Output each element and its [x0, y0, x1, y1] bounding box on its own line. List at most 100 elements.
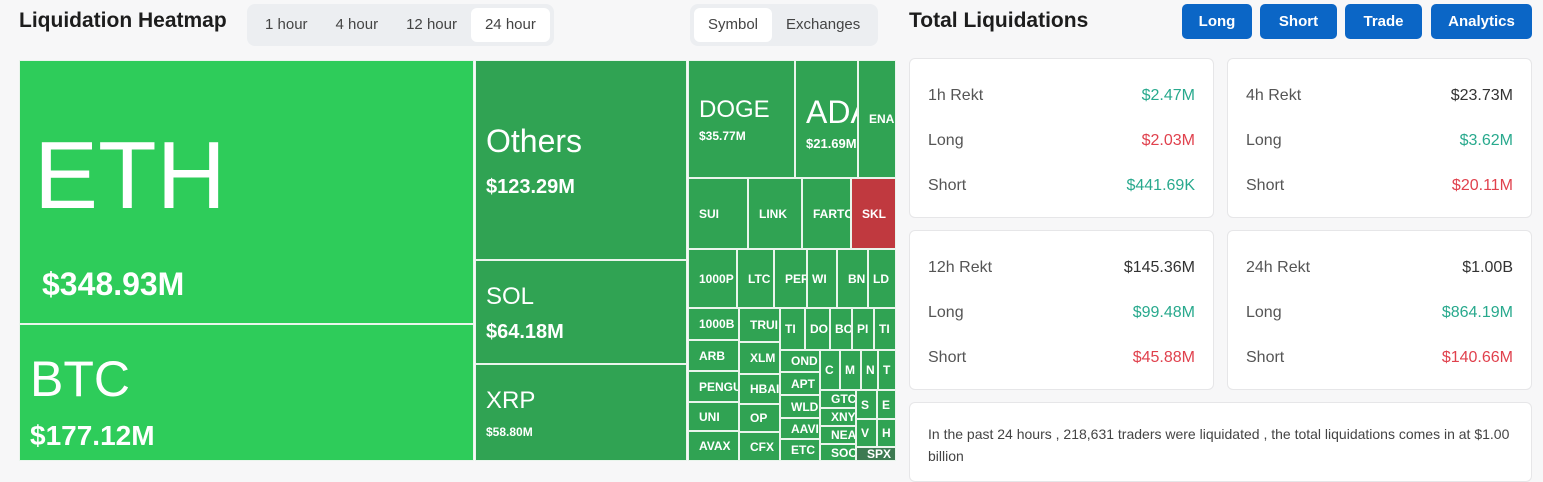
tile-etc[interactable]: ETC — [780, 439, 820, 461]
tile-btc[interactable]: BTC $177.12M — [19, 324, 474, 461]
tile-ld[interactable]: LD — [868, 249, 896, 308]
rekt-total: $2.47M — [1141, 87, 1195, 104]
tile-eth[interactable]: ETH $348.93M — [19, 60, 474, 324]
tile-link[interactable]: LINK — [748, 178, 802, 249]
trade-button[interactable]: Trade — [1345, 4, 1422, 39]
total-liquidations-title: Total Liquidations — [909, 9, 1089, 32]
tile-symbol: LD — [873, 271, 889, 286]
tile-s[interactable]: S — [856, 390, 877, 419]
tile-ada[interactable]: ADA $21.69M — [795, 60, 858, 178]
tile-xrp[interactable]: XRP $58.80M — [475, 364, 687, 461]
tile-aavi[interactable]: AAVI — [780, 418, 820, 439]
tile-cfx[interactable]: CFX — [739, 432, 780, 461]
tab-24-hour[interactable]: 24 hour — [470, 8, 550, 42]
tile-apt[interactable]: APT — [780, 372, 820, 395]
tile-symbol: CFX — [750, 439, 774, 454]
tile-symbol: PER — [785, 271, 806, 286]
short-button[interactable]: Short — [1260, 4, 1337, 39]
tile-symbol: XRP — [486, 387, 536, 414]
tile-symbol: FARTC — [813, 206, 851, 221]
tile-symbol: HBAI — [750, 382, 780, 396]
tile-sui[interactable]: SUI — [688, 178, 748, 249]
timeframe-tabs: 1 hour 4 hour 12 hour 24 hour — [247, 4, 554, 46]
tile-symbol: T — [883, 363, 891, 377]
tile-symbol: TI — [879, 322, 890, 336]
tile-others[interactable]: Others $123.29M — [475, 60, 687, 260]
tile-doge[interactable]: DOGE $35.77M — [688, 60, 795, 178]
tile-h[interactable]: H — [877, 419, 896, 447]
tile-symbol: NEA — [831, 428, 856, 442]
tile-bo[interactable]: BO — [830, 308, 852, 350]
tile-do[interactable]: DO — [805, 308, 830, 350]
tile-1000b[interactable]: 1000B — [688, 308, 739, 340]
tile-xny[interactable]: XNY — [820, 408, 856, 426]
tile-bn[interactable]: BN — [837, 249, 868, 308]
tile-arb[interactable]: ARB — [688, 340, 739, 371]
tile-sol[interactable]: SOL $64.18M — [475, 260, 687, 364]
tile-symbol: N — [866, 363, 875, 377]
tile-value: $177.12M — [30, 420, 155, 451]
tile-pi[interactable]: PI — [852, 308, 874, 350]
tile-ti[interactable]: TI — [780, 308, 805, 350]
tile-soc[interactable]: SOC — [820, 444, 856, 461]
tile-symbol: TRUI — [750, 318, 778, 332]
tile-gtc[interactable]: GTC — [820, 390, 856, 408]
tab-1-hour[interactable]: 1 hour — [265, 16, 308, 33]
tile-symbol: ETC — [791, 443, 815, 457]
tile-n[interactable]: N — [861, 350, 878, 390]
tile-value: $21.69M — [806, 136, 857, 151]
tile-uni[interactable]: UNI — [688, 402, 739, 431]
tab-exchanges[interactable]: Exchanges — [786, 16, 861, 33]
tab-symbol[interactable]: Symbol — [694, 8, 773, 42]
tile-nea[interactable]: NEA — [820, 426, 856, 444]
tile-value: $348.93M — [42, 266, 185, 302]
tile-symbol: PENGU — [699, 379, 739, 394]
tab-4-hour[interactable]: 4 hour — [335, 16, 379, 33]
tile-skl[interactable]: SKL — [851, 178, 896, 249]
rekt-label: 1h Rekt — [928, 87, 984, 104]
tile-symbol: ARB — [699, 348, 725, 363]
long-label: Long — [1246, 132, 1282, 149]
tile-op[interactable]: OP — [739, 404, 780, 432]
long-button[interactable]: Long — [1182, 4, 1252, 39]
tile-ena[interactable]: ENA — [858, 60, 896, 178]
tile-symbol: H — [882, 426, 891, 440]
tile-wld[interactable]: WLD — [780, 395, 820, 418]
tile-fartc[interactable]: FARTC — [802, 178, 851, 249]
tile-xlm[interactable]: XLM — [739, 342, 780, 374]
long-value: $99.48M — [1132, 304, 1195, 321]
rekt-card: 1h Rekt $2.47M Long $2.03M Short $441.69K — [909, 58, 1214, 218]
tile-per[interactable]: PER — [774, 249, 807, 308]
tile-symbol: SOL — [486, 283, 535, 310]
tile-avax[interactable]: AVAX — [688, 431, 739, 461]
tile-symbol: E — [882, 397, 891, 412]
tile-symbol: OND — [791, 354, 818, 368]
tile-symbol: M — [845, 363, 855, 377]
tile-spx[interactable]: SPX — [856, 447, 896, 461]
rekt-card: 4h Rekt $23.73M Long $3.62M Short $20.11M — [1227, 58, 1532, 218]
tile-m[interactable]: M — [840, 350, 861, 390]
tile-symbol: DOGE — [699, 96, 770, 123]
tile-symbol: TI — [785, 322, 796, 336]
tile-ond[interactable]: OND — [780, 350, 820, 372]
tile-pengu[interactable]: PENGU — [688, 371, 739, 402]
tile-1000p[interactable]: 1000P — [688, 249, 737, 308]
tile-trui[interactable]: TRUI — [739, 308, 780, 342]
long-label: Long — [1246, 304, 1282, 321]
tile-symbol: LINK — [759, 206, 787, 221]
tab-12-hour[interactable]: 12 hour — [406, 16, 457, 33]
view-tabs: Symbol Exchanges — [690, 4, 879, 46]
tile-symbol: ETH — [34, 122, 226, 229]
tile-symbol: LTC — [748, 271, 771, 286]
tile-wi[interactable]: WI — [807, 249, 837, 308]
tile-ltc[interactable]: LTC — [737, 249, 774, 308]
tile-c[interactable]: C — [820, 350, 840, 390]
tile-hbai[interactable]: HBAI — [739, 374, 780, 404]
tile-symbol: AVAX — [699, 439, 731, 453]
tile-ti[interactable]: TI — [874, 308, 896, 350]
analytics-button[interactable]: Analytics — [1431, 4, 1532, 39]
tile-t[interactable]: T — [878, 350, 896, 390]
tile-value: $123.29M — [486, 176, 575, 198]
tile-e[interactable]: E — [877, 390, 896, 419]
tile-v[interactable]: V — [856, 419, 877, 447]
